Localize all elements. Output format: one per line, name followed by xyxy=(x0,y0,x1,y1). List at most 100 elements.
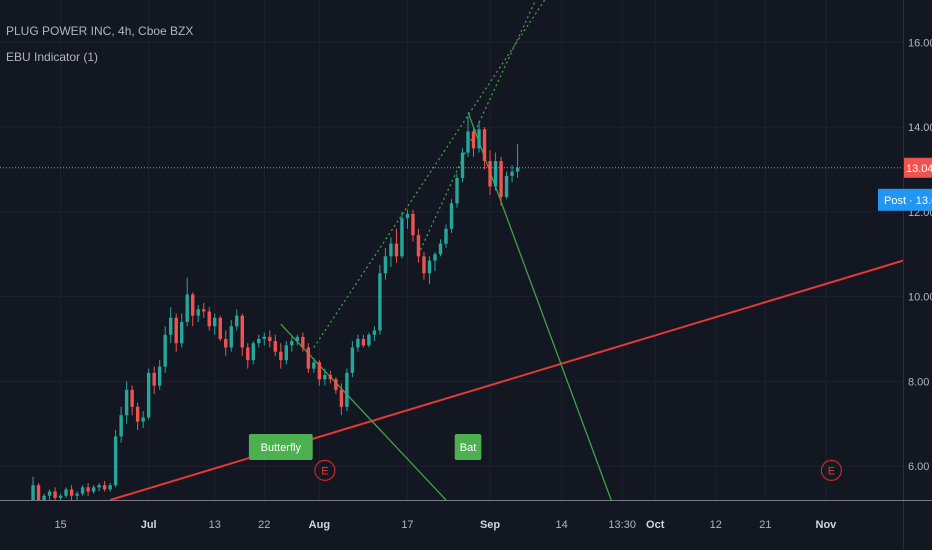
candle xyxy=(141,411,145,428)
candle xyxy=(152,366,156,395)
candle-body xyxy=(367,334,371,346)
candle-body xyxy=(504,175,509,198)
candle-body xyxy=(191,294,195,316)
candle xyxy=(108,483,112,492)
symbol-title[interactable]: PLUG POWER INC, 4h, Cboe BZX xyxy=(6,24,194,38)
candle xyxy=(361,334,366,348)
candle-body xyxy=(168,317,173,335)
candle xyxy=(135,402,140,431)
candle-body xyxy=(405,213,410,219)
candle xyxy=(246,343,250,369)
earnings-label: E xyxy=(321,465,328,477)
candle xyxy=(433,252,437,272)
candle xyxy=(97,483,101,492)
candle xyxy=(58,493,63,500)
candle xyxy=(323,368,327,386)
time-tick-label: 22 xyxy=(258,519,270,531)
candle xyxy=(471,127,476,157)
candle xyxy=(42,493,46,500)
candle-body xyxy=(58,495,63,498)
candle xyxy=(345,368,349,412)
candle-body xyxy=(246,347,250,361)
candle-body xyxy=(356,338,360,348)
time-tick-label: 13 xyxy=(209,519,221,531)
candle-body xyxy=(207,311,211,327)
candle-body xyxy=(510,171,514,176)
candle xyxy=(400,211,404,259)
candle-body xyxy=(235,315,239,327)
candle xyxy=(235,309,239,331)
last-price-value: 13.04 xyxy=(906,163,932,175)
candle-body xyxy=(218,317,222,339)
candle xyxy=(438,239,443,257)
candle-body xyxy=(47,491,52,496)
time-tick-label: 21 xyxy=(759,519,771,531)
candle-body xyxy=(174,317,178,344)
candle xyxy=(466,116,470,157)
candle-body xyxy=(444,228,448,244)
time-tick-label: Jul xyxy=(141,519,157,531)
candle-body xyxy=(334,379,338,390)
pattern-label-text: Bat xyxy=(460,442,477,454)
candle xyxy=(113,430,118,488)
candle xyxy=(224,330,228,356)
candle xyxy=(383,247,388,280)
candle xyxy=(163,326,167,373)
candle-body xyxy=(383,256,388,274)
candle xyxy=(218,315,222,342)
candle xyxy=(229,319,233,352)
candle-body xyxy=(135,406,140,422)
candle xyxy=(157,360,162,390)
candle-body xyxy=(202,309,206,312)
candle xyxy=(317,360,322,386)
candle-body xyxy=(345,372,349,407)
candle xyxy=(515,144,520,178)
candle-body xyxy=(262,336,266,339)
candle xyxy=(482,127,487,170)
time-tick-label: Aug xyxy=(309,519,330,531)
candle xyxy=(339,383,344,416)
candle-body xyxy=(69,489,74,496)
candle xyxy=(378,264,382,335)
candle xyxy=(240,313,244,356)
candle xyxy=(191,292,195,327)
candle xyxy=(295,334,300,346)
candle-body xyxy=(102,485,107,490)
candle-body xyxy=(157,366,162,386)
candle xyxy=(179,313,184,348)
candle-body xyxy=(400,218,404,257)
candle-body xyxy=(306,347,311,369)
candle-body xyxy=(389,243,393,257)
indicator-legend[interactable]: EBU Indicator (1) xyxy=(6,50,99,64)
candle-body xyxy=(394,243,399,257)
candle-body xyxy=(124,389,129,416)
candle-body xyxy=(108,485,112,490)
candle xyxy=(36,483,41,500)
candle xyxy=(213,313,217,335)
candle xyxy=(174,313,178,352)
candle xyxy=(75,491,79,500)
candle-body xyxy=(378,273,382,331)
candle xyxy=(411,209,415,242)
candle-body xyxy=(482,129,487,162)
candle-body xyxy=(240,315,244,348)
candle xyxy=(279,343,283,369)
candle-body xyxy=(323,375,327,380)
candle-body xyxy=(411,213,415,236)
candle xyxy=(273,334,278,356)
candle xyxy=(130,385,134,416)
trendline-red xyxy=(109,259,903,500)
candle-body xyxy=(36,485,41,500)
candle-body xyxy=(488,161,492,187)
price-tick-label: 6.00 xyxy=(908,461,929,473)
candle xyxy=(367,332,371,348)
plot-area xyxy=(31,0,903,500)
candle-body xyxy=(328,375,333,380)
candle-body xyxy=(438,243,443,255)
candle xyxy=(444,224,448,248)
candle xyxy=(290,336,294,352)
time-tick-label: 15 xyxy=(54,519,66,531)
candle xyxy=(168,307,173,344)
candle xyxy=(455,173,459,208)
